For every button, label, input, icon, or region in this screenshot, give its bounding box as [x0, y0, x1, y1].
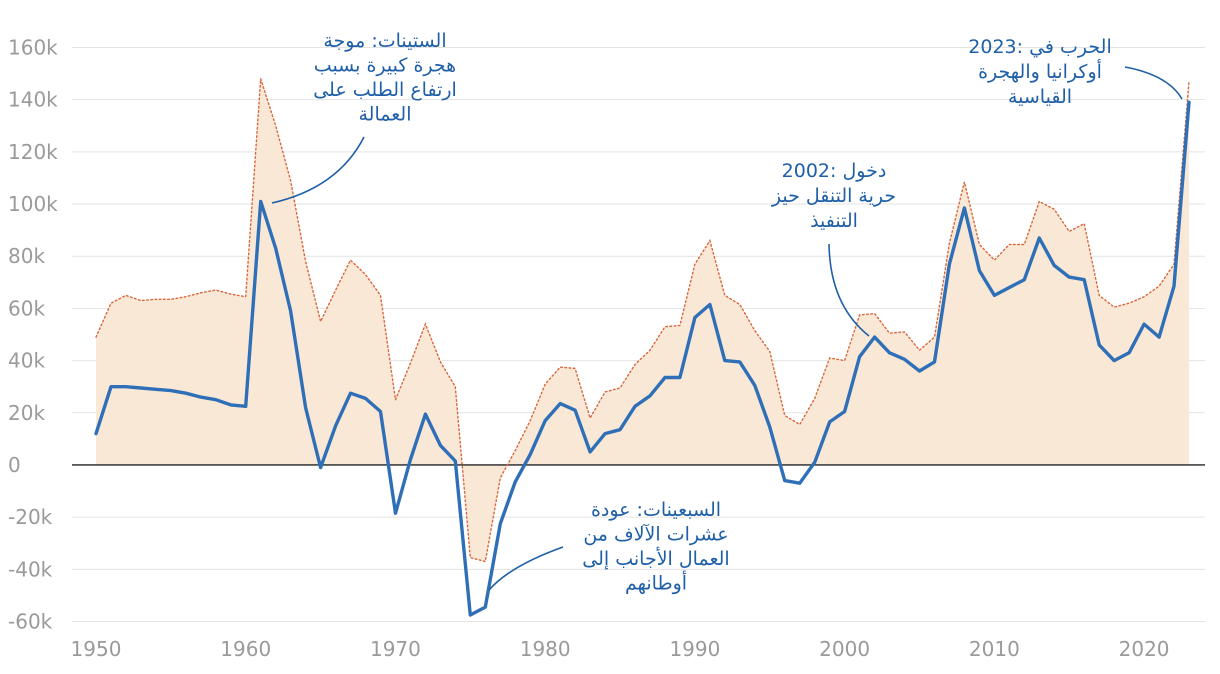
annotation-line: السبعينات: عودة — [591, 499, 721, 521]
annotation-line: العمالة — [359, 104, 412, 126]
series-line-gross — [95, 78, 1190, 563]
y-tick-label: 0 — [8, 453, 21, 477]
annotation-line: أوكرانيا والهجرة — [978, 59, 1102, 83]
leader-line-sixties — [271, 136, 365, 204]
x-tick-label: 1990 — [669, 637, 720, 661]
y-tick-label: 120k — [8, 140, 58, 164]
y-tick-label: 80k — [8, 244, 45, 268]
y-tick-label: 60k — [8, 296, 45, 320]
annotation-line: عشرات الآلاف من — [583, 524, 728, 546]
series-line-net — [94, 100, 1191, 617]
annotation-line: القياسية — [1008, 86, 1072, 108]
annotation-line: أوطانهم — [625, 571, 687, 595]
y-axis-ticks: 160k 140k 120k 100k 80k 60k 40k 20k 0 -20k -40k -60… — [8, 36, 58, 634]
y-tick-label: 100k — [8, 192, 58, 216]
y-tick-label: 160k — [8, 36, 58, 60]
annotation-line: هجرة كبيرة بسبب — [314, 55, 456, 77]
y-tick-label: 40k — [8, 349, 45, 373]
annotation-y2002: دخول :2002 حرية التنقل حيز التنفيذ — [771, 160, 896, 232]
x-tick-label: 1960 — [220, 637, 271, 661]
x-tick-label: 1970 — [370, 637, 421, 661]
annotation-line: العمال الأجانب إلى — [582, 547, 729, 571]
annotations: الستينات: موجة هجرة كبيرة بسبب ارتفاع الطل… — [271, 30, 1183, 595]
annotation-line: حرية التنقل حيز — [771, 185, 896, 207]
annotation-line: الحرب في :2023 — [968, 36, 1111, 58]
gross-area — [96, 78, 1189, 562]
leader-line-y2002 — [828, 243, 870, 337]
x-tick-label: 1950 — [71, 637, 122, 661]
annotation-line: ارتفاع الطلب على — [313, 79, 457, 101]
annotation-line: التنفيذ — [810, 210, 858, 232]
x-axis-ticks: 1950 1960 1970 1980 1990 2000 2010 2020 — [71, 637, 1170, 661]
y-tick-label: -60k — [8, 610, 53, 634]
y-tick-label: -20k — [8, 505, 53, 529]
annotation-sixties: الستينات: موجة هجرة كبيرة بسبب ارتفاع الطل… — [313, 30, 457, 126]
x-tick-label: 2020 — [1119, 637, 1170, 661]
leader-line-y2023 — [1124, 66, 1183, 100]
y-tick-label: -40k — [8, 557, 53, 581]
x-tick-label: 2000 — [819, 637, 870, 661]
annotation-line: الستينات: موجة — [323, 30, 446, 52]
y-tick-label: 20k — [8, 401, 45, 425]
y-tick-label: 140k — [8, 88, 58, 112]
x-tick-label: 2010 — [969, 637, 1020, 661]
leader-line-seventies — [488, 546, 564, 591]
annotation-y2023: الحرب في :2023 أوكرانيا والهجرة القياسية — [968, 36, 1111, 108]
x-tick-label: 1980 — [520, 637, 571, 661]
annotation-line: دخول :2002 — [782, 160, 887, 182]
annotation-seventies: السبعينات: عودة عشرات الآلاف من العمال الأ… — [582, 499, 729, 595]
series-layer — [72, 78, 1205, 617]
